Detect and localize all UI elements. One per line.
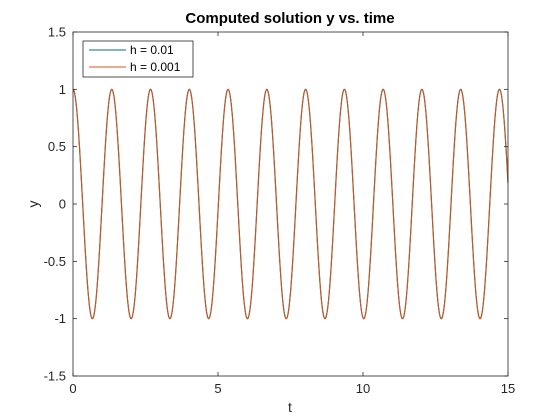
- y-tick-label: 0: [59, 197, 66, 212]
- series-layer: [72, 88, 509, 320]
- y-tick-label: 1: [59, 82, 66, 97]
- series-line-2: [72, 88, 509, 320]
- y-tick-label: 1.5: [48, 25, 66, 40]
- x-tick-label: 0: [69, 381, 76, 396]
- tick-layer: 0 5 10 15 -1.5 -1 -0.5 0 0.5 1 1.5: [44, 25, 516, 397]
- y-tick-label: 0.5: [48, 139, 66, 154]
- x-tick-label: 10: [356, 381, 370, 396]
- y-tick-label: -0.5: [44, 254, 66, 269]
- x-axis-title: t: [288, 399, 292, 415]
- x-tick-label: 5: [214, 381, 221, 396]
- legend-box: [82, 40, 194, 78]
- y-tick-label: -1.5: [44, 369, 66, 384]
- chart-title: Computed solution y vs. time: [185, 10, 394, 27]
- y-axis-title: y: [25, 201, 41, 208]
- y-tick-label: -1: [54, 311, 66, 326]
- legend: h = 0.01 h = 0.001: [82, 40, 194, 78]
- legend-label-h-0-01: h = 0.01: [130, 43, 174, 57]
- legend-label-h-0-001: h = 0.001: [130, 60, 181, 74]
- plot-area: [73, 32, 508, 376]
- x-tick-label: 15: [501, 381, 515, 396]
